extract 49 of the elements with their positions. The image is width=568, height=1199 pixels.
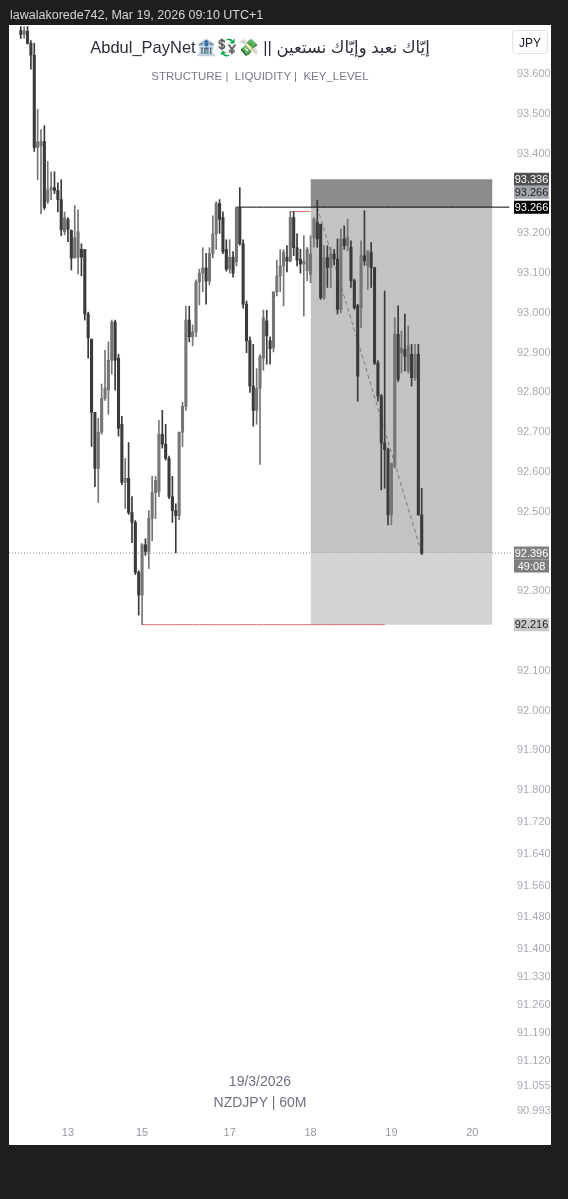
- y-tick-label: 93.200: [517, 226, 551, 239]
- annotation: 93.336: [514, 172, 549, 185]
- y-tick-label: 92.900: [517, 345, 551, 358]
- y-tick-label: 91.400: [517, 942, 551, 955]
- annotation: 92.216: [514, 618, 549, 631]
- y-tick-label: 92.700: [517, 425, 551, 438]
- annotation: 93.266: [514, 200, 549, 213]
- candlestick: [285, 245, 289, 273]
- y-tick-label: 91.720: [517, 814, 551, 827]
- y-tick-label: 91.560: [517, 878, 551, 891]
- annotation: NZDJPY | 60M: [213, 1094, 307, 1110]
- y-tick-label: 92.000: [517, 703, 551, 716]
- x-tick-label: 19: [385, 1125, 398, 1138]
- y-tick-label: 91.055: [517, 1079, 551, 1092]
- text: lawalakorede742, Mar 19, 2026 09:10 UTC+1: [10, 8, 264, 22]
- y-tick-label: 93.400: [517, 146, 551, 159]
- y-tick-label: 91.190: [517, 1025, 551, 1038]
- y-axis-title: JPY: [518, 36, 541, 50]
- y-tick-label: 91.800: [517, 783, 551, 796]
- y-tick-label: 91.260: [517, 997, 551, 1010]
- candlestick: [403, 313, 407, 372]
- y-tick-label: 93.500: [517, 107, 551, 120]
- text: STRUCTURE | LIQUIDITY | KEY_LEVEL: [151, 70, 369, 82]
- y-tick-label: 93.000: [517, 305, 551, 318]
- ref-line-label: 92.396: [514, 546, 549, 559]
- y-tick-label: 91.900: [517, 743, 551, 756]
- annotation: 49:08: [517, 559, 546, 572]
- y-tick-label: 92.800: [517, 385, 551, 398]
- candlestick: [123, 458, 127, 509]
- text: 93.266: [514, 185, 549, 198]
- y-tick-label: 91.640: [517, 846, 551, 859]
- y-tick-label: 91.330: [517, 970, 551, 983]
- y-tick-label: 93.100: [517, 266, 551, 279]
- x-tick-label: 20: [466, 1125, 479, 1138]
- x-tick-label: 18: [304, 1125, 317, 1138]
- y-tick-label: 93.600: [517, 67, 551, 80]
- annotation: 19/3/2026: [228, 1073, 292, 1089]
- y-tick-label: 91.120: [517, 1053, 551, 1066]
- candlestick: [342, 225, 346, 250]
- y-tick-label: 92.500: [517, 504, 551, 517]
- text: Abdul_PayNet🏦💱💸 || إيّاك نعبد وإيّاك نستعين: [90, 38, 430, 56]
- y-tick-label: 90.993: [517, 1104, 551, 1117]
- y-tick-label: 92.100: [517, 663, 551, 676]
- y-tick-label: 91.480: [517, 910, 551, 923]
- y-tick-label: 92.600: [517, 465, 551, 477]
- x-tick-label: 17: [223, 1125, 236, 1138]
- x-tick-label: 13: [61, 1125, 75, 1138]
- x-tick-label: 15: [135, 1125, 149, 1138]
- y-tick-label: 92.300: [517, 584, 551, 597]
